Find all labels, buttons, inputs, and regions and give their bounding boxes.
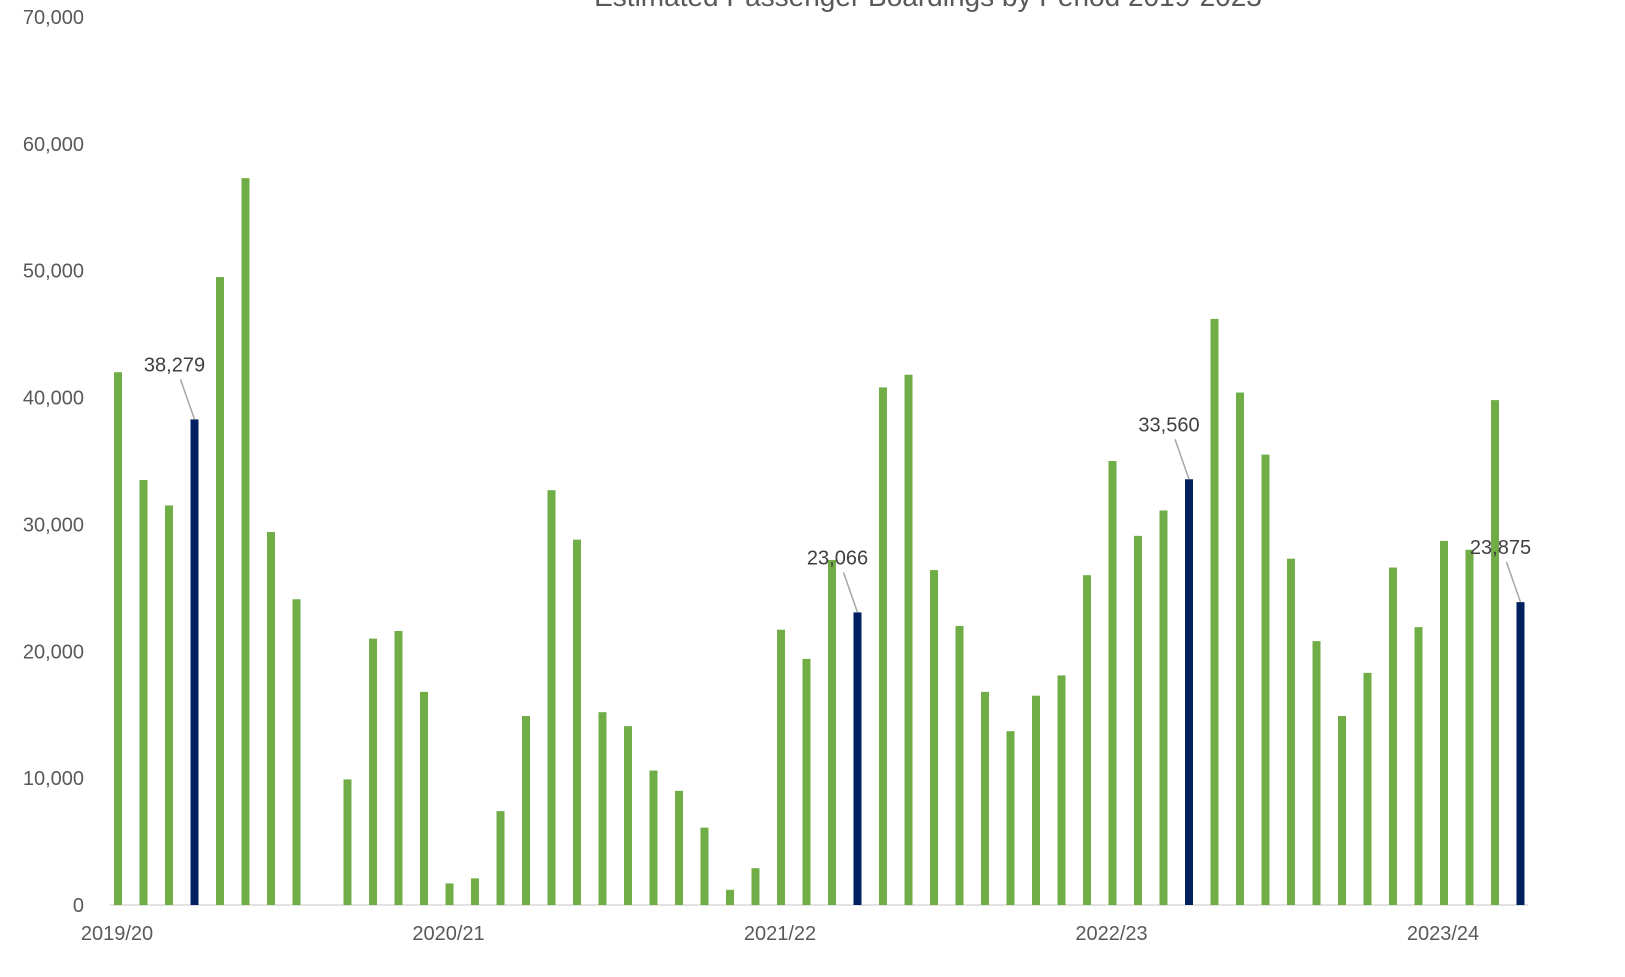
bar xyxy=(1389,567,1397,905)
leader-line xyxy=(179,379,196,420)
bar xyxy=(879,387,887,905)
bar xyxy=(700,827,709,905)
bar xyxy=(598,712,607,905)
y-tick-label: 20,000 xyxy=(23,641,84,663)
bar xyxy=(777,629,785,905)
bar-highlight xyxy=(190,419,199,905)
bar xyxy=(1083,575,1091,905)
bars xyxy=(114,178,1525,905)
bar xyxy=(496,811,505,905)
bar xyxy=(1261,454,1270,905)
leader-line xyxy=(842,572,859,613)
chart-title: Estimated Passenger Boardings by Period … xyxy=(594,0,1262,12)
bar xyxy=(930,570,938,905)
bar xyxy=(292,599,301,905)
bar xyxy=(165,505,173,905)
bar xyxy=(343,779,352,905)
bar xyxy=(1440,540,1448,905)
data-label: 38,279 xyxy=(144,354,205,376)
y-tick-label: 60,000 xyxy=(23,134,84,156)
bar xyxy=(445,883,454,905)
bar xyxy=(1134,535,1142,905)
data-label: 33,560 xyxy=(1138,414,1199,436)
bar xyxy=(1465,549,1474,905)
bar-highlight xyxy=(1516,602,1525,905)
bar xyxy=(573,539,581,905)
bar xyxy=(1338,715,1346,905)
bar xyxy=(649,770,658,905)
x-group-label: 2022/23 xyxy=(1075,923,1147,945)
bar xyxy=(420,691,428,905)
bar xyxy=(1057,675,1066,905)
bar xyxy=(1210,318,1219,905)
x-group-label: 2019/20 xyxy=(81,923,153,945)
bar xyxy=(1236,392,1244,905)
leader-line xyxy=(1505,561,1522,603)
y-tick-label: 70,000 xyxy=(23,7,84,29)
bar-highlight xyxy=(1185,479,1193,905)
bar xyxy=(1363,672,1372,905)
bar xyxy=(726,889,734,905)
bar xyxy=(216,277,224,905)
bar xyxy=(522,715,530,905)
bar xyxy=(114,372,122,905)
bar xyxy=(1414,627,1423,905)
x-group-label: 2020/21 xyxy=(412,923,484,945)
bar xyxy=(1108,461,1117,905)
data-label: 23,875 xyxy=(1470,537,1531,559)
bar xyxy=(955,625,964,905)
bar xyxy=(1159,510,1168,905)
bar xyxy=(981,691,989,905)
y-tick-label: 40,000 xyxy=(23,388,84,410)
x-group-label: 2021/22 xyxy=(744,923,816,945)
data-labels: 38,279 23,066 33,560 23,875 xyxy=(144,354,1531,613)
bar xyxy=(471,878,479,905)
bar xyxy=(1491,400,1499,905)
bar xyxy=(1287,558,1295,905)
bar-highlight xyxy=(853,612,862,905)
leader-line xyxy=(1174,439,1190,480)
bar xyxy=(369,638,377,905)
bar xyxy=(751,868,760,905)
y-tick-label: 10,000 xyxy=(23,768,84,790)
data-label: 23,066 xyxy=(807,547,868,569)
bar xyxy=(1312,641,1321,905)
x-group-label: 2023/24 xyxy=(1407,923,1479,945)
bar xyxy=(675,790,683,905)
bar xyxy=(1032,695,1040,905)
y-tick-label: 30,000 xyxy=(23,514,84,536)
x-axis-group-labels: 2019/20 2020/21 2021/22 2022/23 2023/24 xyxy=(81,923,1479,945)
bar xyxy=(624,726,632,905)
y-tick-label: 50,000 xyxy=(23,261,84,283)
bar xyxy=(394,630,403,905)
y-tick-label: 0 xyxy=(73,895,84,917)
bar xyxy=(828,559,836,905)
bar xyxy=(547,490,556,905)
bar xyxy=(139,480,148,905)
bar xyxy=(241,178,250,905)
bar xyxy=(802,658,811,905)
y-axis-tick-labels: 0 10,000 20,000 30,000 40,000 50,000 60,000 70,… xyxy=(23,7,84,917)
bar xyxy=(1006,731,1015,905)
bar xyxy=(267,532,275,905)
bar xyxy=(904,374,913,905)
